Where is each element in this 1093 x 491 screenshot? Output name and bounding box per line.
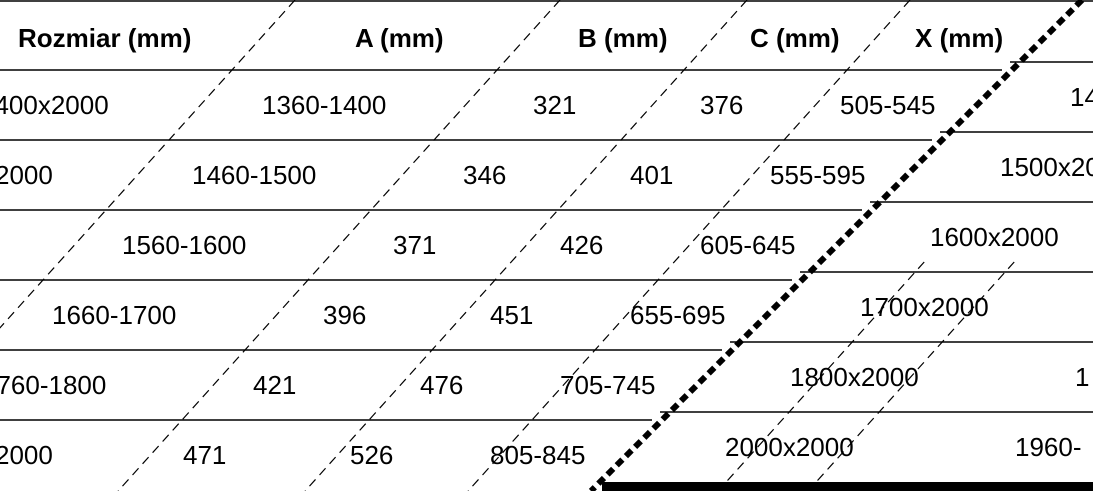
- cell-c: 451: [490, 300, 534, 330]
- cell-x: 505-545: [840, 90, 936, 120]
- cell-size: 1500x2000: [1000, 152, 1093, 182]
- cell-b: 371: [393, 230, 437, 260]
- cell-x: 655-695: [630, 300, 726, 330]
- cell-size: 1400x2000: [0, 90, 109, 120]
- cell-size: 2000x2000: [725, 432, 854, 462]
- cell-x: 555-595: [770, 160, 866, 190]
- column-divider: [0, 0, 296, 329]
- cell-size: 2000: [0, 160, 53, 190]
- header-rozmiar: Rozmiar (mm): [18, 23, 192, 53]
- cell-b: 346: [463, 160, 507, 190]
- cell-a: 1: [1075, 362, 1090, 392]
- cell-size: 2000: [0, 440, 53, 470]
- cell-b: 396: [323, 300, 367, 330]
- cell-a: 1960-: [1015, 432, 1082, 462]
- cell-a: 1360-1400: [262, 90, 387, 120]
- header-b: B (mm): [578, 23, 668, 53]
- cell-c: 526: [350, 440, 394, 470]
- header-x: X (mm): [915, 23, 1004, 53]
- cell-size: 1400x2000: [1070, 82, 1093, 112]
- table-split-boundary: [588, 0, 1085, 491]
- cell-a: 1760-1800: [0, 370, 107, 400]
- cell-b: 421: [253, 370, 297, 400]
- column-divider: [807, 261, 1015, 491]
- cell-c: 476: [420, 370, 464, 400]
- header-c: C (mm): [750, 23, 840, 53]
- column-divider: [117, 0, 561, 491]
- column-divider: [304, 0, 748, 491]
- column-divider: [467, 0, 911, 491]
- cell-c: 426: [560, 230, 604, 260]
- cell-a: 1560-1600: [122, 230, 247, 260]
- cell-x: 805-845: [490, 440, 586, 470]
- cell-a: 1460-1500: [192, 160, 317, 190]
- cell-a: 1660-1700: [52, 300, 177, 330]
- cell-c: 376: [700, 90, 744, 120]
- cell-x: 605-645: [700, 230, 796, 260]
- cell-size: 1700x2000: [860, 292, 989, 322]
- cell-b: 321: [533, 90, 577, 120]
- cell-size: 1600x2000: [930, 222, 1059, 252]
- table-border-bottom: [602, 482, 1093, 491]
- header-a: A (mm): [355, 23, 444, 53]
- column-divider: [717, 261, 925, 491]
- cell-size: 1800x2000: [790, 362, 919, 392]
- cell-c: 401: [630, 160, 674, 190]
- cell-b: 471: [183, 440, 227, 470]
- cell-x: 705-745: [560, 370, 656, 400]
